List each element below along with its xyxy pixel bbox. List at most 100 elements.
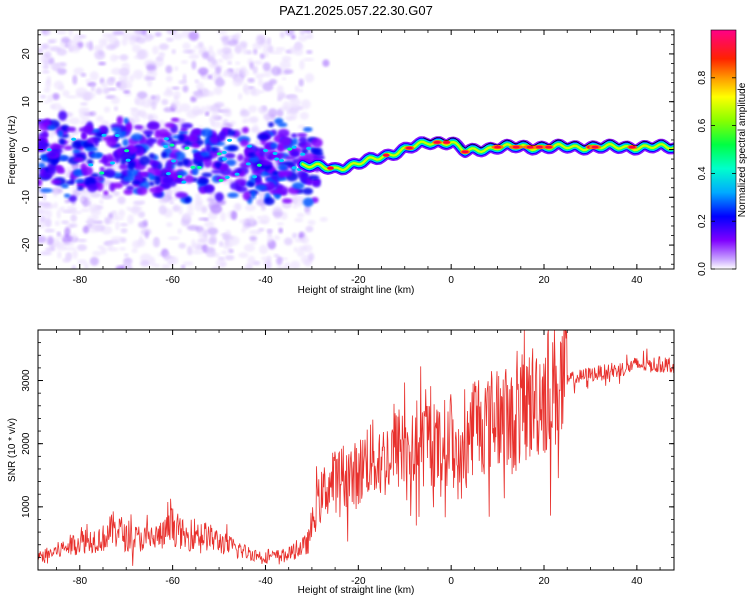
- spectrogram-core-blob: [191, 141, 199, 148]
- spectrogram-noise-blob: [302, 58, 315, 62]
- spectrogram-noise-blob: [248, 215, 255, 225]
- spectrogram-hotspot: [125, 158, 131, 162]
- spectrogram-hotspot: [245, 162, 251, 166]
- spectrogram-core-blob: [184, 174, 194, 184]
- spectrogram-core-blob: [277, 164, 288, 171]
- spectrogram-noise-blob: [296, 105, 304, 111]
- spectrogram-y-tick-label: -20: [21, 237, 32, 252]
- spectrogram-core-blob: [203, 157, 213, 168]
- spectrogram-core-blob: [136, 186, 148, 196]
- spectrogram-noise-blob: [138, 211, 146, 218]
- spectrogram-core-blob: [127, 168, 138, 179]
- spectrogram-noise-blob: [206, 227, 219, 235]
- spectrogram-noise-blob: [250, 116, 259, 124]
- spectrogram-noise-blob: [105, 44, 117, 51]
- spectrogram-noise-blob: [296, 212, 305, 218]
- spectrogram-peak-core: [433, 140, 441, 144]
- spectrogram-noise-blob: [66, 40, 78, 50]
- spectrogram-noise-blob: [149, 256, 156, 267]
- spectrogram-noise-blob: [294, 85, 300, 93]
- spectrogram-core-blob: [257, 133, 270, 141]
- spectrogram-hotspot: [222, 157, 228, 161]
- spectrogram-core-blob: [239, 139, 249, 147]
- spectrogram-hotspot: [190, 165, 196, 170]
- spectrogram-noise-blob: [131, 44, 141, 53]
- spectrogram-core-blob: [242, 190, 251, 201]
- spectrogram-noise-blob: [191, 250, 204, 255]
- spectrogram-noise-blob: [305, 225, 314, 233]
- spectrogram-noise-blob: [303, 30, 312, 33]
- spectrogram-noise-blob: [226, 39, 239, 46]
- spectrogram-noise-blob: [259, 105, 268, 115]
- spectrogram-noise-blob: [171, 86, 180, 90]
- snr-x-tick-label: -60: [165, 576, 180, 587]
- spectrogram-noise-blob: [279, 31, 285, 39]
- spectrogram-core-blob: [47, 124, 56, 131]
- spectrogram-noise-blob: [220, 211, 226, 222]
- spectrogram-noise-blob: [124, 262, 131, 269]
- spectrogram-noise-blob: [104, 216, 111, 225]
- spectrogram-noise-blob: [113, 106, 119, 111]
- spectrogram-noise-blob: [99, 77, 105, 84]
- spectrogram-core-blob: [119, 163, 129, 170]
- spectrogram-noise-blob: [98, 61, 107, 66]
- spectrogram-noise-blob: [290, 34, 296, 40]
- spectrogram-noise-blob: [282, 77, 287, 81]
- spectrogram-noise-blob: [260, 215, 270, 225]
- spectrogram-noise-blob: [85, 42, 90, 49]
- spectrogram-noise-blob: [222, 107, 231, 117]
- spectrogram-noise-blob: [208, 200, 220, 210]
- spectrogram-core-blob: [38, 179, 43, 187]
- spectrogram-noise-blob: [102, 37, 108, 47]
- spectrogram-hotspot: [196, 165, 202, 170]
- spectrogram-noise-blob: [244, 204, 257, 212]
- spectrogram-noise-blob: [262, 260, 269, 266]
- spectrogram-x-tick-label: 40: [631, 275, 643, 286]
- spectrogram-noise-blob: [286, 110, 291, 116]
- spectrogram-noise-blob: [41, 205, 53, 209]
- spectrogram-ridge-trace: [423, 137, 674, 149]
- spectrogram-noise-blob: [164, 187, 173, 198]
- spectrogram-noise-blob: [298, 78, 304, 87]
- spectrogram-noise-blob: [204, 111, 210, 117]
- spectrogram-noise-blob: [114, 55, 121, 59]
- spectrogram-noise-blob: [80, 208, 90, 213]
- spectrogram-noise-blob: [188, 54, 200, 60]
- spectrogram-core-blob: [211, 147, 220, 152]
- spectrogram-noise-blob: [122, 32, 134, 41]
- spectrogram-noise-blob: [290, 260, 301, 269]
- spectrogram-noise-blob: [61, 220, 70, 225]
- spectrogram-noise-blob: [293, 247, 299, 253]
- spectrogram-core-blob: [236, 186, 248, 193]
- spectrogram-noise-blob: [148, 113, 159, 122]
- spectrogram-noise-blob: [193, 45, 200, 49]
- spectrogram-noise-blob: [102, 87, 110, 95]
- spectrogram-noise-blob: [117, 196, 126, 205]
- spectrogram-noise-blob: [236, 32, 241, 39]
- spectrogram-noise-blob: [124, 253, 129, 257]
- spectrogram-noise-blob: [271, 66, 282, 76]
- spectrogram-noise-blob: [48, 57, 55, 65]
- spectrogram-core-blob: [278, 170, 289, 177]
- figure-title: PAZ1.2025.057.22.30.G07: [279, 3, 433, 18]
- spectrogram-core-blob: [215, 175, 228, 182]
- spectrogram-noise-blob: [42, 64, 49, 70]
- spectrogram-hotspot: [227, 138, 233, 142]
- spectrogram-noise-blob: [38, 48, 44, 54]
- spectrogram-noise-blob: [132, 240, 141, 249]
- spectrogram-hotspot: [263, 148, 269, 153]
- spectrogram-core-blob: [116, 116, 124, 126]
- spectrogram-noise-blob: [44, 100, 49, 104]
- spectrogram-noise-blob: [56, 231, 61, 237]
- spectrogram-core-blob: [90, 152, 103, 159]
- spectrogram-noise-blob: [39, 215, 47, 223]
- spectrogram-core-blob: [127, 145, 138, 154]
- spectrogram-noise-blob: [178, 242, 187, 249]
- spectrogram-noise-blob: [93, 220, 104, 224]
- spectrogram-noise-blob: [237, 93, 243, 100]
- spectrogram-core-blob: [181, 122, 193, 129]
- colorbar-tick-label: 0.6: [697, 118, 708, 132]
- spectrogram-noise-blob: [191, 60, 197, 70]
- spectrogram-noise-blob: [72, 74, 78, 85]
- spectrogram-noise-blob: [294, 42, 302, 50]
